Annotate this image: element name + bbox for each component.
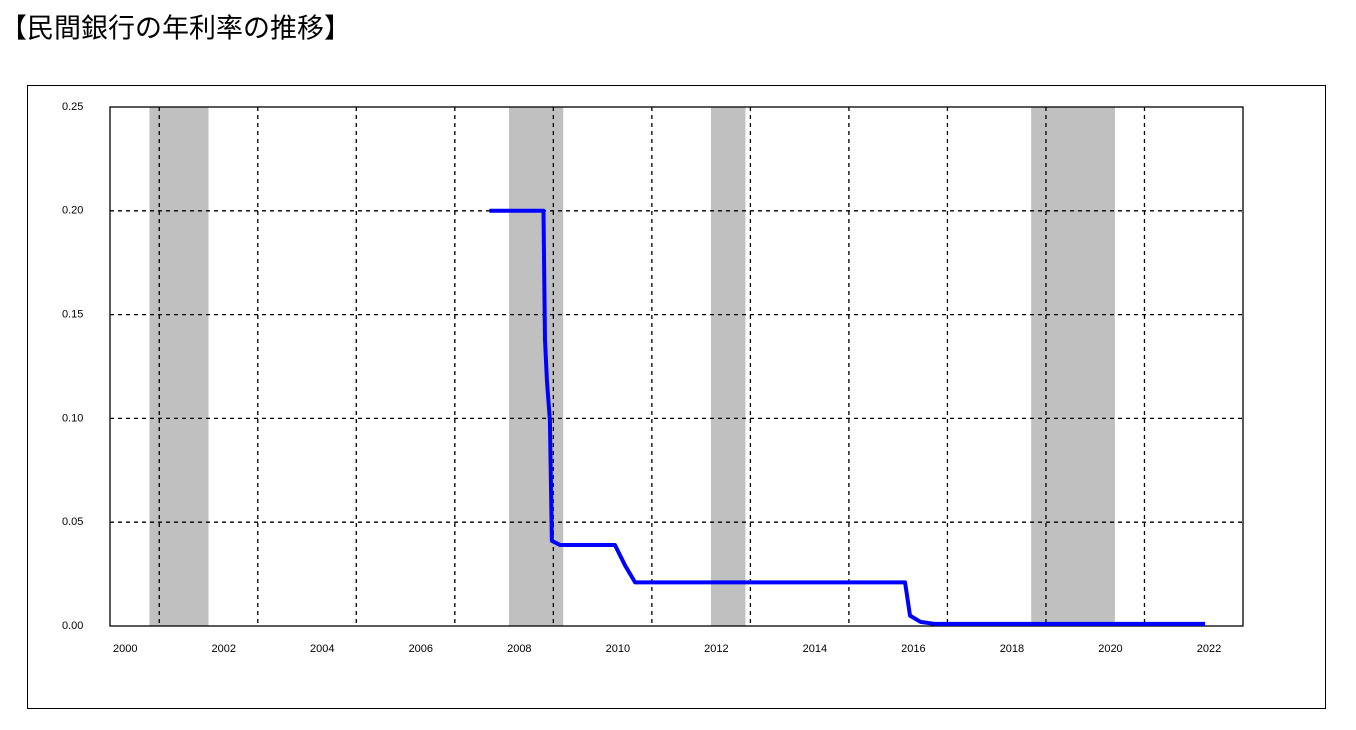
- shaded-period: [149, 107, 209, 626]
- chart-frame: [27, 85, 1326, 709]
- x-tick-label: 2016: [901, 643, 925, 655]
- x-tick-label: 2018: [1000, 643, 1024, 655]
- plot-area: [109, 106, 1244, 627]
- data-line: [489, 208, 1206, 626]
- y-tick-label: 0.10: [62, 412, 83, 424]
- shaded-period: [509, 107, 564, 626]
- x-tick-label: 2004: [310, 643, 334, 655]
- x-tick-label: 2022: [1197, 643, 1221, 655]
- x-tick-label: 2008: [507, 643, 531, 655]
- x-tick-label: 2012: [704, 643, 728, 655]
- x-tick-label: 2014: [803, 643, 827, 655]
- y-tick-label: 0.20: [62, 205, 83, 217]
- shaded-period: [1031, 107, 1115, 626]
- y-tick-label: 0.15: [62, 309, 83, 321]
- shaded-period: [710, 107, 746, 626]
- x-tick-label: 2006: [409, 643, 433, 655]
- x-tick-label: 2002: [212, 643, 236, 655]
- y-tick-label: 0.25: [62, 101, 83, 113]
- y-tick-label: 0.05: [62, 516, 83, 528]
- chart-title: 【民間銀行の年利率の推移】: [0, 14, 351, 45]
- x-tick-label: 2000: [113, 643, 137, 655]
- y-tick-label: 0.00: [62, 620, 83, 632]
- x-tick-label: 2010: [606, 643, 630, 655]
- x-tick-label: 2020: [1098, 643, 1122, 655]
